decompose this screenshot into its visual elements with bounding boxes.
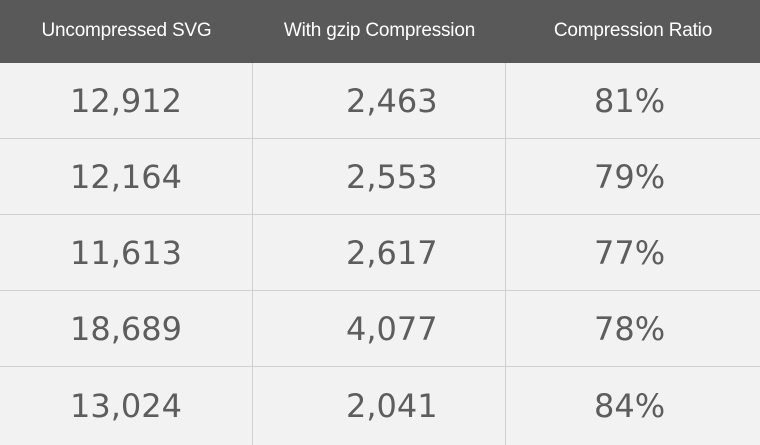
cell-uncompressed: 13,024 xyxy=(0,367,253,445)
header-uncompressed-svg: Uncompressed SVG xyxy=(41,19,212,41)
table-row: 18,689 4,077 78% xyxy=(0,291,760,367)
table-row: 12,164 2,553 79% xyxy=(0,139,760,215)
cell-gzip: 2,041 xyxy=(253,367,506,445)
cell-ratio: 84% xyxy=(594,387,666,425)
cell-ratio: 81% xyxy=(594,81,666,120)
table-row: 12,912 2,463 81% xyxy=(0,63,760,139)
cell-gzip: 4,077 xyxy=(253,291,506,366)
cell-uncompressed: 11,613 xyxy=(0,215,253,290)
cell-uncompressed: 18,689 xyxy=(0,291,253,366)
header-compression-ratio: Compression Ratio xyxy=(553,19,713,41)
cell-uncompressed: 12,164 xyxy=(0,139,253,214)
cell-gzip: 2,553 xyxy=(253,139,506,214)
cell-ratio: 78% xyxy=(594,309,666,348)
cell-uncompressed: 12,912 xyxy=(0,63,253,138)
cell-ratio: 79% xyxy=(594,157,666,196)
cell-gzip: 2,617 xyxy=(253,215,506,290)
table-header: Uncompressed SVG With gzip Compression C… xyxy=(0,0,760,63)
header-gzip-compression: With gzip Compression xyxy=(283,19,476,41)
cell-gzip: 2,463 xyxy=(253,63,506,138)
cell-ratio: 77% xyxy=(594,233,666,272)
table-row: 11,613 2,617 77% xyxy=(0,215,760,291)
table-row: 13,024 2,041 84% xyxy=(0,367,760,445)
